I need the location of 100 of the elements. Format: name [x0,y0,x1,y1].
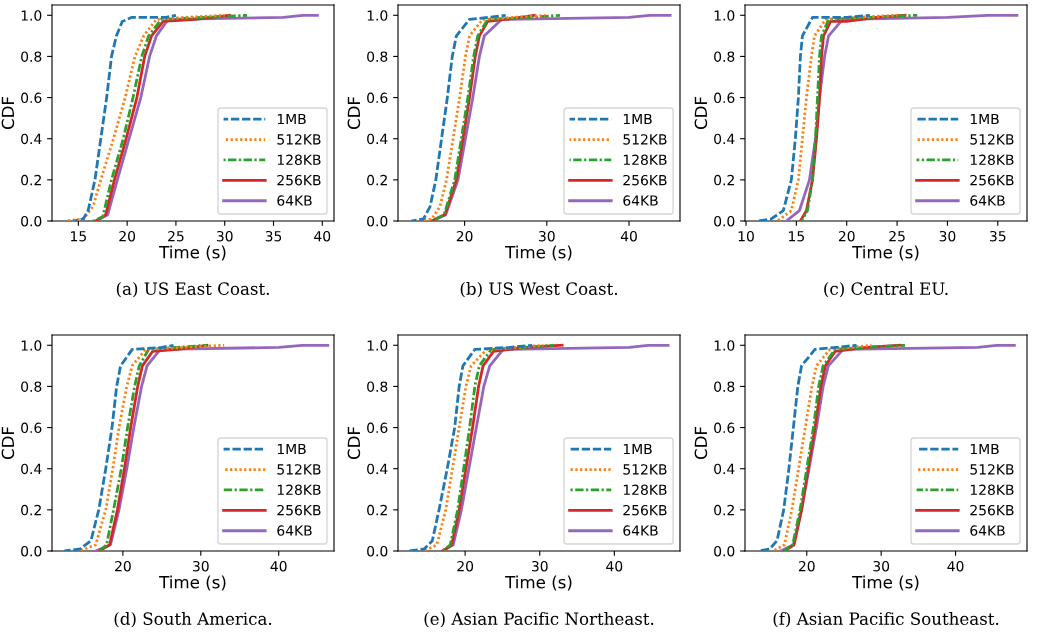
legend-label: 128KB [277,154,321,166]
y-tick-label: 0.6 [714,92,735,104]
legend-label: 1MB [623,443,652,455]
legend-label: 512KB [623,464,667,475]
legend-label: 512KB [277,134,321,145]
x-tick-label: 20 [456,230,473,242]
y-tick-label: 1.0 [367,340,388,351]
legend-label: 1MB [970,113,999,125]
legend-label: 256KB [277,174,321,186]
y-tick-label: 0.8 [714,51,735,62]
line-series [756,13,872,221]
y-tick-label: 0.2 [714,504,734,516]
line-series [407,343,534,551]
y-tick-label: 0.6 [367,92,388,104]
y-axis-title: CDF [347,426,361,460]
y-tick-label: 0.2 [367,504,387,516]
y-tick-label: 0.2 [367,174,387,186]
y-tick-label: 1.0 [21,10,42,21]
y-tick-label: 0.2 [714,174,734,186]
legend-label: 64KB [970,525,1005,536]
legend-label: 512KB [277,464,321,475]
x-tick-label: 15 [789,231,804,242]
text: (e) Asian Pacific Northeast. [424,612,654,628]
y-tick-label: 0.4 [21,463,42,475]
x-axis-title: Time (s) [505,245,572,261]
y-tick-label: 0.4 [367,463,388,475]
x-tick-label: 30 [873,560,890,572]
legend-label: 64KB [623,195,658,206]
line-series [413,13,547,221]
y-tick-label: 0.0 [21,215,42,227]
legend-label: 128KB [970,154,1014,166]
x-tick-label: 20 [798,560,815,572]
y-tick-label: 0.8 [367,381,388,392]
x-tick-label: 25 [168,230,184,242]
y-tick-label: 1.0 [714,10,735,21]
y-tick-label: 0.4 [714,463,735,475]
legend-label: 512KB [970,464,1014,475]
legend-label: 512KB [970,134,1014,145]
legend-label: 256KB [970,174,1014,186]
y-axis-title: CDF [1,426,15,460]
legend-label: 256KB [970,504,1014,516]
legend-label: 64KB [970,195,1005,206]
y-axis-title: CDF [694,426,708,460]
line-series [430,13,562,221]
x-tick-label: 40 [270,560,287,572]
legend-label: 128KB [623,154,667,166]
x-tick-label: 35 [265,230,282,242]
line-series [98,343,209,551]
text: (f) Asian Pacific Southeast. [773,612,999,628]
line-series [775,13,899,221]
y-tick-label: 0.6 [21,92,42,104]
text: (a) US East Coast. [116,282,269,298]
legend-label: 256KB [277,504,321,516]
y-tick-label: 1.0 [21,340,42,351]
x-tick-label: 40 [314,230,331,242]
legend-label: 64KB [623,525,658,536]
x-tick-label: 30 [539,230,555,242]
text: (c) Central EU. [824,282,948,298]
y-tick-label: 1.0 [367,10,388,21]
legend-label: 128KB [970,484,1014,496]
x-tick-label: 20 [838,230,855,242]
x-tick-label: 30 [531,560,548,572]
line-series [409,13,508,221]
y-axis-title: CDF [1,96,15,130]
legend-label: 64KB [277,195,312,206]
legend-label: 128KB [277,484,321,496]
y-tick-label: 0.8 [367,51,388,62]
x-tick-label: 25 [889,230,905,242]
x-tick-label: 20 [457,560,474,572]
y-tick-label: 0.0 [714,215,735,227]
legend-label: 1MB [970,443,999,455]
y-tick-label: 0.4 [367,133,388,145]
y-tick-label: 0.0 [21,545,42,557]
x-tick-label: 35 [990,230,1006,242]
legend-label: 256KB [623,174,667,186]
y-tick-label: 0.4 [21,133,42,145]
x-tick-label: 10 [738,230,754,242]
x-tick-label: 20 [115,560,131,572]
text: (d) South America. [114,612,272,628]
y-tick-label: 0.0 [714,545,735,557]
x-tick-label: 30 [193,560,209,572]
legend-label: 256KB [623,504,667,516]
x-tick-label: 40 [606,560,623,572]
legend-label: 64KB [277,525,312,536]
x-axis-title: Time (s) [159,245,226,261]
y-tick-label: 0.8 [21,381,42,392]
y-axis-title: CDF [347,96,361,130]
y-tick-label: 0.6 [21,422,42,434]
y-tick-label: 0.8 [21,51,42,62]
line-series [72,13,178,221]
legend-label: 1MB [277,113,306,125]
y-tick-label: 0.8 [714,381,735,392]
y-tick-label: 0.4 [714,133,735,145]
x-axis-title: Time (s) [505,575,572,591]
legend-label: 1MB [277,443,306,455]
legend-label: 128KB [623,484,667,496]
text: (b) US West Coast. [460,282,618,298]
x-axis-title: Time (s) [852,575,919,591]
x-tick-label: 20 [119,230,136,242]
x-tick-label: 30 [939,230,956,242]
